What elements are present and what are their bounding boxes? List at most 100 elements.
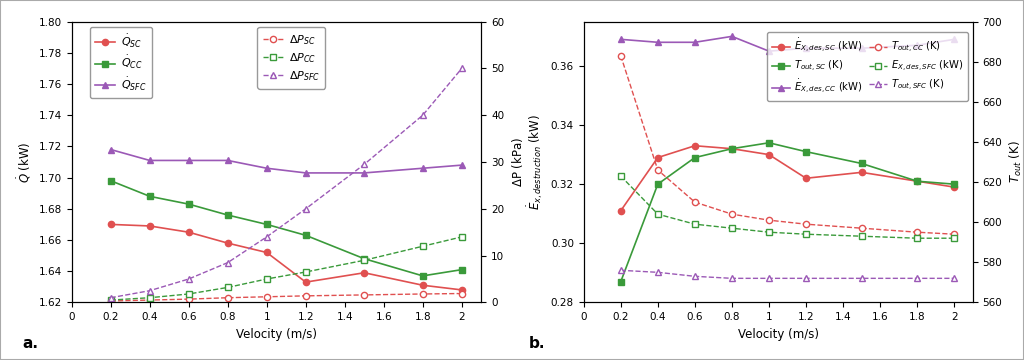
$\dot{Q}_{CC}$: [221, 213, 233, 217]
$T_{out,SFC}$ (K): [911, 276, 924, 280]
$E_{X,des,SFC}$ (kW): [800, 46, 812, 50]
Line: $T_{out,SC}$ (K): $T_{out,SC}$ (K): [617, 53, 957, 237]
$\dot{Q}_{SFC}$: [143, 158, 156, 163]
$T_{out,SFC}$ (K): [948, 276, 961, 280]
$E_{X,des,SFC}$ (kW): [614, 37, 627, 41]
Line: $T_{out,SFC}$ (K): $T_{out,SFC}$ (K): [617, 267, 957, 282]
Line: $\Delta P_{SFC}$: $\Delta P_{SFC}$: [108, 65, 465, 301]
$T_{out,CC}$ (K): [614, 174, 627, 178]
$T_{out,CC}$ (K): [651, 212, 664, 216]
$T_{out,SFC}$ (K): [689, 274, 701, 279]
$\Delta P_{SFC}$: [221, 261, 233, 265]
$T_{out,SC}$ (K): [800, 222, 812, 226]
$E_{X,des,SFC}$ (kW): [948, 37, 961, 41]
$\Delta P_{SC}$: [358, 293, 371, 297]
$\Delta P_{SC}$: [221, 296, 233, 300]
$\dot{Q}_{CC}$: [143, 194, 156, 198]
Y-axis label: $\dot{Q}$ (kW): $\dot{Q}$ (kW): [15, 141, 33, 183]
$\dot{E}_{X,des,SC}$ (kW): [948, 185, 961, 189]
$E_{X,des,SFC}$ (kW): [689, 40, 701, 44]
$T_{out,SC}$ (K): [855, 226, 867, 230]
$\dot{Q}_{SC}$: [221, 241, 233, 245]
$\dot{Q}_{SFC}$: [260, 166, 272, 170]
Line: $\dot{Q}_{SFC}$: $\dot{Q}_{SFC}$: [108, 147, 465, 176]
$T_{out,SFC}$ (K): [763, 276, 775, 280]
$\dot{Q}_{SFC}$: [456, 163, 468, 167]
Y-axis label: $\Delta$P (kPa): $\Delta$P (kPa): [510, 137, 524, 187]
$\dot{Q}_{SFC}$: [358, 171, 371, 175]
$T_{out,SC}$ (K): [763, 218, 775, 222]
Line: $\dot{Q}_{CC}$: $\dot{Q}_{CC}$: [108, 177, 465, 279]
$T_{out,SFC}$ (K): [800, 276, 812, 280]
$E_{X,des,SFC}$ (kW): [855, 46, 867, 50]
$E_{X,des,SFC}$ (kW): [911, 43, 924, 48]
$E_{X,des,SFC}$ (kW): [726, 34, 738, 39]
$\dot{E}_{X,des,SC}$ (kW): [651, 156, 664, 160]
$\dot{E}_{X,des,CC}$ (kW): [800, 149, 812, 154]
$\Delta P_{SFC}$: [358, 162, 371, 166]
$\Delta P_{SC}$: [182, 297, 195, 301]
$\Delta P_{CC}$: [417, 244, 429, 248]
$\Delta P_{SFC}$: [417, 113, 429, 117]
Legend: $\dot{E}_{X,des,SC}$ (kW), $T_{out,SC}$ (K), $\dot{E}_{X,des,CC}$ (kW), $T_{out,: $\dot{E}_{X,des,SC}$ (kW), $T_{out,SC}$ …: [767, 32, 968, 101]
$\dot{Q}_{SC}$: [417, 283, 429, 287]
$T_{out,SC}$ (K): [948, 232, 961, 237]
$\dot{Q}_{SC}$: [143, 224, 156, 228]
Line: $E_{X,des,SFC}$ (kW): $E_{X,des,SFC}$ (kW): [617, 33, 957, 54]
$\Delta P_{SFC}$: [456, 66, 468, 71]
$E_{X,des,SFC}$ (kW): [763, 49, 775, 53]
$\dot{Q}_{CC}$: [417, 274, 429, 278]
$T_{out,SC}$ (K): [614, 54, 627, 58]
$T_{out,CC}$ (K): [800, 232, 812, 237]
$\dot{E}_{X,des,SC}$ (kW): [855, 170, 867, 175]
$\Delta P_{CC}$: [221, 285, 233, 289]
$\Delta P_{CC}$: [456, 235, 468, 239]
$\dot{Q}_{CC}$: [456, 267, 468, 272]
$\dot{E}_{X,des,CC}$ (kW): [855, 161, 867, 166]
$T_{out,CC}$ (K): [948, 236, 961, 240]
$\Delta P_{SFC}$: [104, 296, 117, 300]
$\Delta P_{CC}$: [300, 270, 312, 274]
$T_{out,CC}$ (K): [726, 226, 738, 230]
$T_{out,SC}$ (K): [651, 168, 664, 172]
Line: $T_{out,CC}$ (K): $T_{out,CC}$ (K): [617, 173, 957, 241]
$\dot{Q}_{CC}$: [104, 179, 117, 183]
$T_{out,CC}$ (K): [763, 230, 775, 234]
$\dot{E}_{X,des,CC}$ (kW): [726, 147, 738, 151]
$\Delta P_{SC}$: [300, 294, 312, 298]
$E_{X,des,SFC}$ (kW): [651, 40, 664, 44]
Line: $\dot{Q}_{SC}$: $\dot{Q}_{SC}$: [108, 221, 465, 293]
$\dot{Q}_{CC}$: [260, 222, 272, 226]
$\Delta P_{SC}$: [417, 292, 429, 296]
Line: $\dot{E}_{X,des,SC}$ (kW): $\dot{E}_{X,des,SC}$ (kW): [617, 143, 957, 214]
$\dot{Q}_{SFC}$: [182, 158, 195, 163]
$\dot{Q}_{SC}$: [358, 271, 371, 275]
$\dot{Q}_{CC}$: [300, 233, 312, 238]
$T_{out,CC}$ (K): [689, 222, 701, 226]
$\dot{E}_{X,des,CC}$ (kW): [911, 179, 924, 183]
$T_{out,SFC}$ (K): [855, 276, 867, 280]
$\Delta P_{SFC}$: [260, 235, 272, 239]
$\dot{E}_{X,des,CC}$ (kW): [948, 182, 961, 186]
$\dot{E}_{X,des,CC}$ (kW): [614, 280, 627, 284]
$\Delta P_{CC}$: [104, 298, 117, 302]
$\dot{Q}_{SFC}$: [104, 147, 117, 152]
$\dot{E}_{X,des,SC}$ (kW): [800, 176, 812, 180]
$\dot{Q}_{SC}$: [300, 280, 312, 284]
Legend: $\Delta P_{SC}$, $\Delta P_{CC}$, $\Delta P_{SFC}$: $\Delta P_{SC}$, $\Delta P_{CC}$, $\Delt…: [257, 27, 326, 89]
$\dot{E}_{X,des,CC}$ (kW): [689, 156, 701, 160]
$T_{out,SFC}$ (K): [651, 270, 664, 274]
$T_{out,SFC}$ (K): [614, 268, 627, 273]
Text: a.: a.: [23, 336, 39, 351]
$\dot{E}_{X,des,SC}$ (kW): [763, 152, 775, 157]
Line: $\Delta P_{CC}$: $\Delta P_{CC}$: [108, 234, 465, 303]
Text: b.: b.: [529, 336, 546, 351]
$\dot{E}_{X,des,SC}$ (kW): [614, 208, 627, 213]
$\Delta P_{SFC}$: [143, 289, 156, 293]
Line: $\dot{E}_{X,des,CC}$ (kW): $\dot{E}_{X,des,CC}$ (kW): [617, 140, 957, 285]
Line: $\Delta P_{SC}$: $\Delta P_{SC}$: [108, 291, 465, 304]
$\dot{E}_{X,des,CC}$ (kW): [651, 182, 664, 186]
X-axis label: Velocity (m/s): Velocity (m/s): [737, 328, 819, 341]
$\dot{Q}_{SFC}$: [221, 158, 233, 163]
$\dot{Q}_{SC}$: [456, 288, 468, 292]
